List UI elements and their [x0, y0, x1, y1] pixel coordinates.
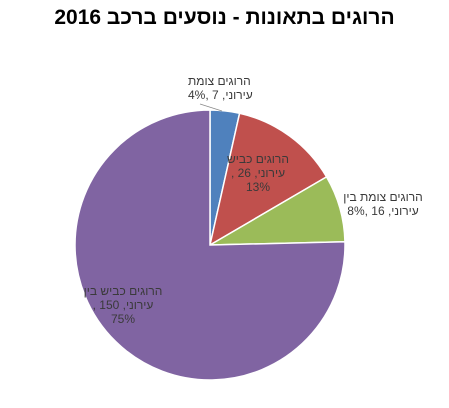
data-label-2: הרוגים צומת בין עירוני, 16 ,8%	[343, 190, 423, 218]
data-label-3: הרוגים כביש בין עירוני, 150 , 75%	[84, 284, 163, 326]
pie-slice-3	[74, 109, 346, 381]
data-label-line: הרוגים צומת בין	[343, 190, 423, 204]
pie-slice-1	[208, 112, 328, 247]
chart-title: הרוגים בתאונות - נוסעים ברכב 2016	[54, 6, 395, 29]
data-label-line: עירוני, 7 ,4%	[188, 88, 253, 102]
data-label-line: עירוני, 150 ,	[93, 298, 154, 312]
data-label-0: הרוגים צומת עירוני, 7 ,4%	[188, 74, 253, 102]
data-label-line: עירוני, 26 ,	[231, 166, 285, 180]
data-label-line: הרוגים כביש בין	[84, 284, 163, 298]
data-label-line: הרוגים כביש	[227, 152, 289, 166]
data-label-line: הרוגים צומת	[188, 74, 251, 88]
data-label-line: עירוני, 16 ,8%	[347, 204, 418, 218]
leader-line-0	[199, 103, 223, 112]
data-label-line: 13%	[246, 180, 270, 194]
data-label-line: 75%	[111, 312, 135, 326]
data-label-1: הרוגים כביש עירוני, 26 , 13%	[227, 152, 289, 194]
